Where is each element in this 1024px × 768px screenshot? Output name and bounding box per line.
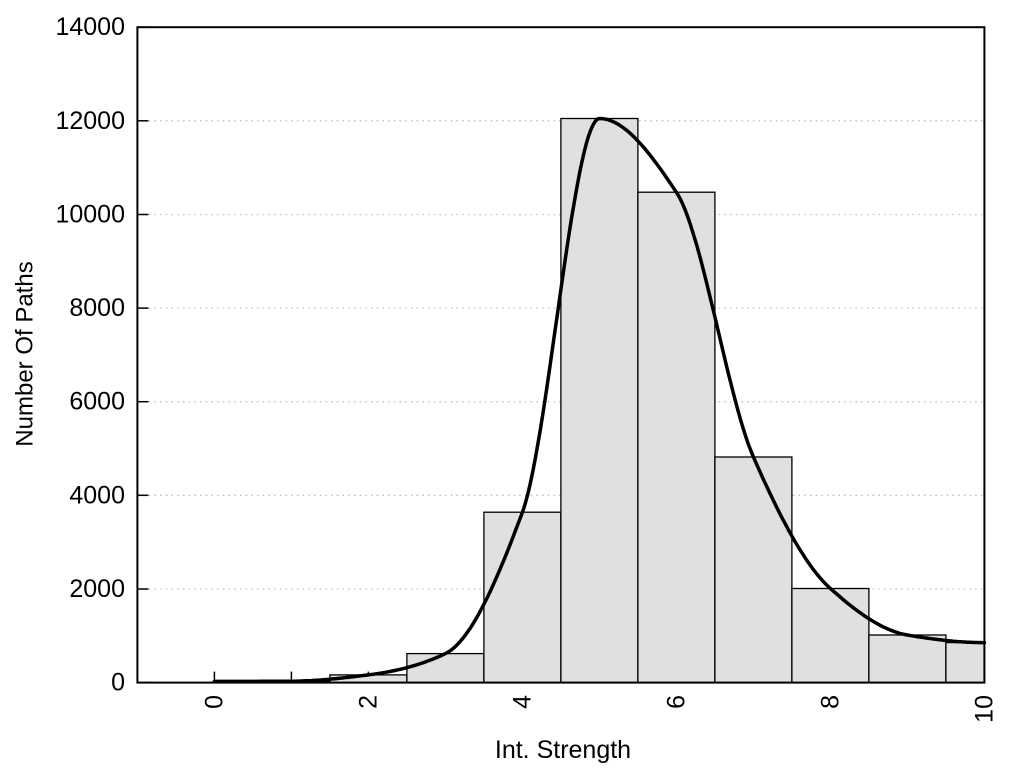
svg-text:Int. Strength: Int. Strength <box>495 736 631 764</box>
svg-text:10000: 10000 <box>55 201 125 229</box>
svg-text:4000: 4000 <box>69 481 125 509</box>
svg-text:2: 2 <box>354 695 382 709</box>
svg-text:10: 10 <box>970 695 998 723</box>
svg-text:8: 8 <box>816 695 844 709</box>
svg-text:0: 0 <box>200 695 228 709</box>
svg-text:0: 0 <box>111 669 125 697</box>
svg-text:4: 4 <box>508 695 536 709</box>
svg-text:12000: 12000 <box>55 107 125 135</box>
svg-text:8000: 8000 <box>69 294 125 322</box>
svg-text:2000: 2000 <box>69 575 125 603</box>
svg-text:14000: 14000 <box>55 13 125 41</box>
svg-text:Number Of Paths: Number Of Paths <box>12 261 39 446</box>
svg-text:6: 6 <box>662 695 690 709</box>
svg-text:6000: 6000 <box>69 388 125 416</box>
